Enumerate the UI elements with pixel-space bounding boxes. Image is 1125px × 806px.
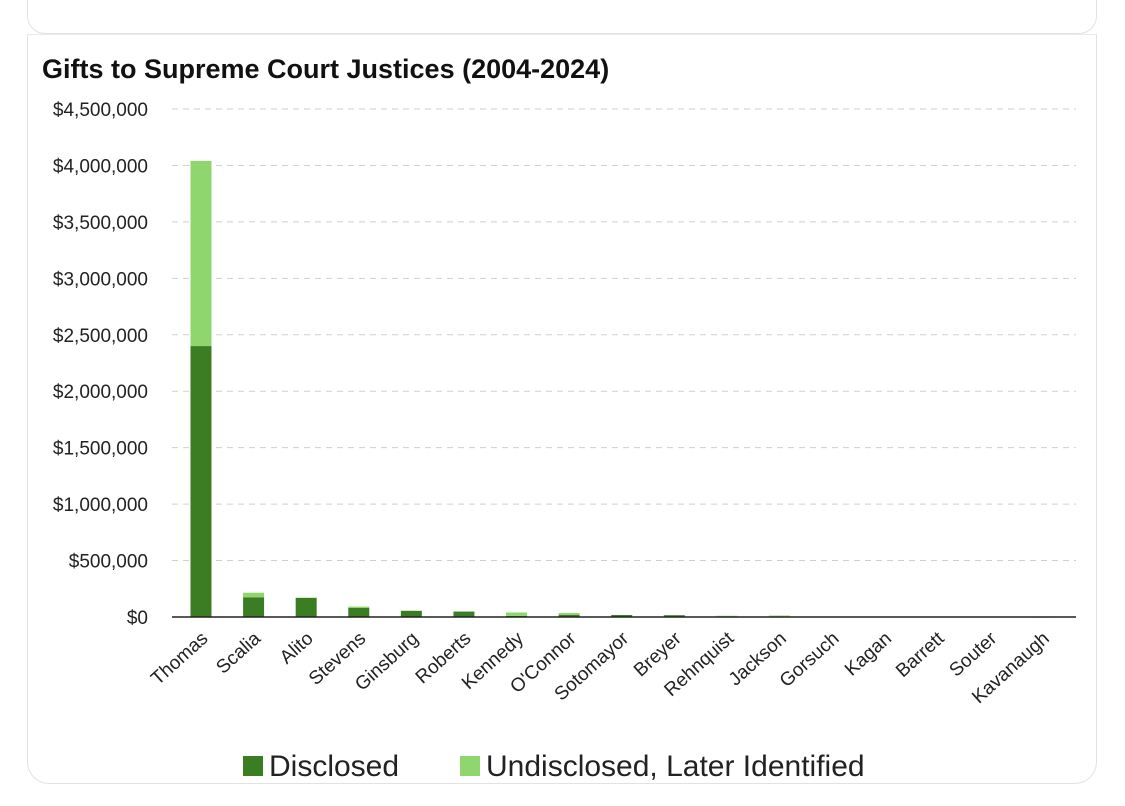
bar-rehnquist-undisclosed [716, 615, 738, 617]
y-axis-ticks: $0 $500,000 $1,000,000 $1,500,000 $2,000,000… [53, 100, 148, 629]
bar-stevens-undisclosed [348, 606, 370, 608]
y-tick-label: $1,000,000 [53, 495, 148, 516]
bar-ginsburg-disclosed [400, 610, 422, 617]
x-tick-label: Gorsuch [776, 628, 843, 692]
y-tick-label: $3,500,000 [53, 213, 148, 234]
bar-stevens-disclosed [348, 607, 370, 617]
bar-thomas-disclosed [190, 346, 212, 617]
y-tick-label: $2,500,000 [53, 326, 148, 347]
bar-jackson-undisclosed [768, 615, 790, 617]
legend-label: Undisclosed, Later Identified [486, 750, 865, 783]
bar-sotomayor-disclosed [611, 614, 633, 617]
bar-kennedy-undisclosed [506, 612, 528, 616]
previous-card-edge [27, 0, 1097, 34]
chart-title: Gifts to Supreme Court Justices (2004-20… [42, 54, 609, 84]
bar-scalia-disclosed [243, 597, 265, 617]
x-tick-label: Thomas [147, 628, 212, 690]
legend: Disclosed Undisclosed, Later Identified [243, 750, 865, 783]
bar-roberts-disclosed [453, 611, 475, 617]
bars [190, 160, 1053, 618]
bar-alito-disclosed [295, 597, 317, 617]
y-tick-label: $1,500,000 [53, 439, 148, 460]
bar-oconnor-disclosed [558, 614, 580, 617]
bar-scalia-undisclosed [243, 592, 265, 598]
x-tick-label: Scalia [212, 628, 265, 679]
gridlines [172, 108, 1076, 562]
x-tick-label: Alito [276, 628, 318, 668]
bar-breyer-disclosed [663, 615, 685, 617]
y-tick-label: $500,000 [69, 552, 148, 573]
y-tick-label: $3,000,000 [53, 269, 148, 290]
bar-oconnor-undisclosed [558, 613, 580, 615]
y-tick-label: $4,500,000 [53, 100, 148, 121]
y-tick-label: $2,000,000 [53, 382, 148, 403]
legend-swatch [460, 756, 480, 776]
bar-thomas-undisclosed [190, 160, 212, 347]
y-tick-label: $4,000,000 [53, 156, 148, 177]
y-tick-label: $0 [127, 608, 148, 629]
legend-label: Disclosed [269, 750, 399, 783]
x-tick-label: Kagan [841, 628, 896, 680]
x-tick-label: Barrett [892, 628, 949, 682]
x-axis-ticks: Thomas Scalia AlitoStevensGinsburgRobertsK… [147, 628, 1053, 708]
legend-swatch [243, 756, 263, 776]
